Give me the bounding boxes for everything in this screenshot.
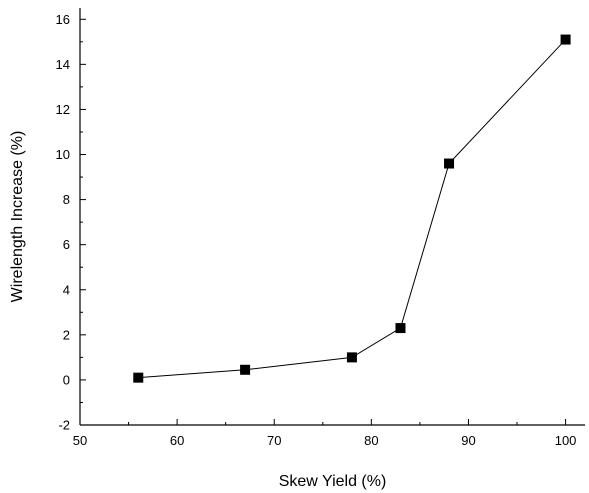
x-tick-label: 100 [555,433,577,448]
x-tick-label: 60 [170,433,184,448]
y-tick-label: -2 [58,418,70,433]
x-tick-label: 90 [461,433,475,448]
y-tick-label: 12 [56,102,70,117]
y-tick-label: 14 [56,57,70,72]
series [133,35,570,383]
y-tick-label: 4 [63,282,70,297]
data-point [561,35,571,45]
y-tick-label: 10 [56,147,70,162]
y-axis-title: Wirelength Increase (%) [9,131,26,303]
axes [80,8,585,425]
y-tick-label: 2 [63,327,70,342]
data-point [240,365,250,375]
data-point [347,352,357,362]
y-tick-label: 6 [63,237,70,252]
y-tick-label: 0 [63,372,70,387]
data-point [444,159,454,169]
y-tick-label: 8 [63,192,70,207]
x-tick-label: 50 [73,433,87,448]
x-axis-title: Skew Yield (%) [279,473,387,490]
x-tick-label: 70 [267,433,281,448]
data-point [395,323,405,333]
series-line [138,40,565,378]
data-point [133,373,143,383]
x-tick-label: 80 [364,433,378,448]
y-tick-label: 16 [56,12,70,27]
